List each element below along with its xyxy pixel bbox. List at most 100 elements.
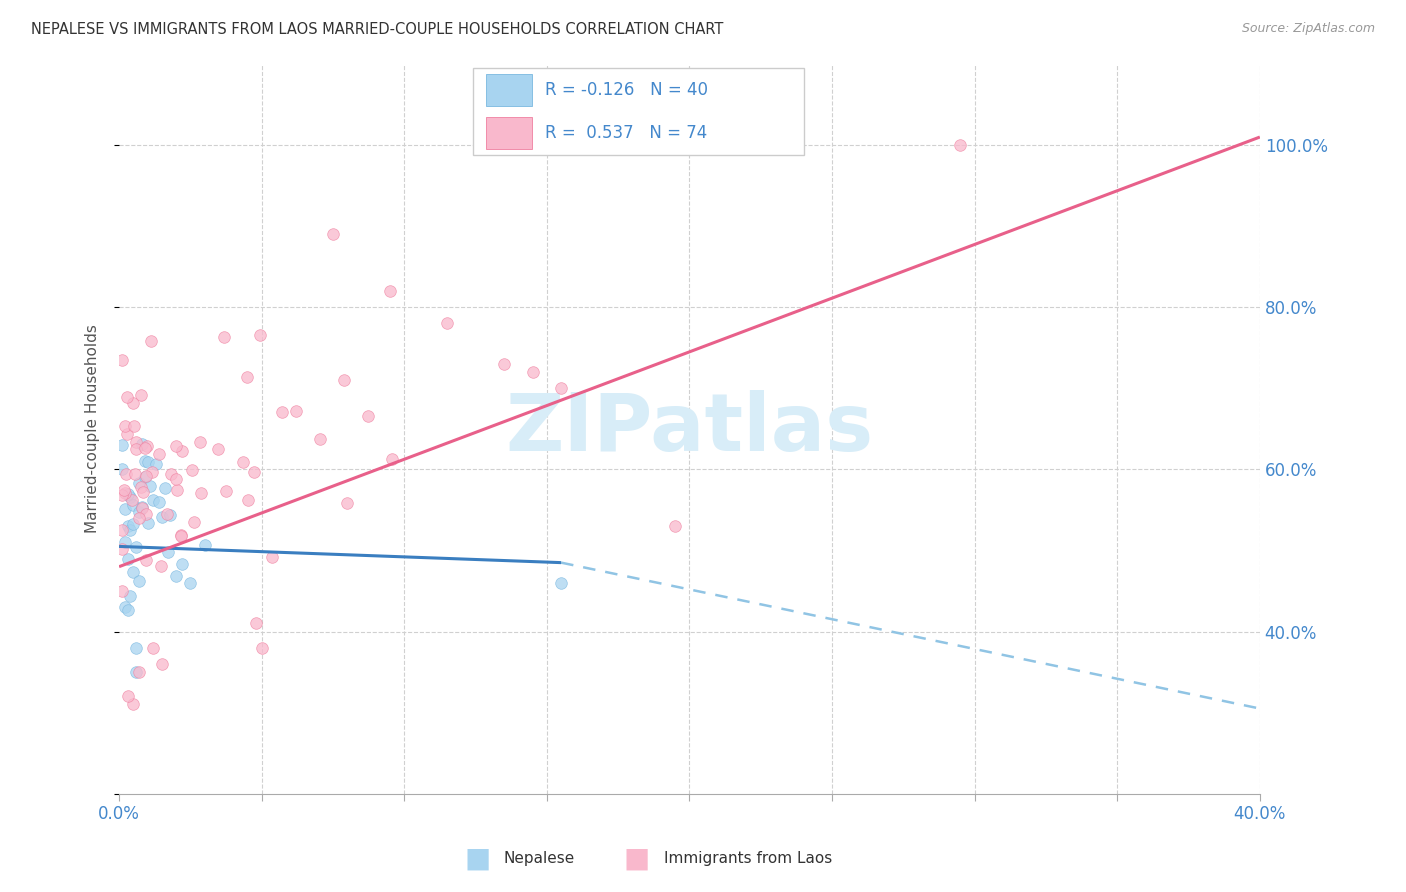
Point — [148, 495, 170, 509]
Point — [236, 492, 259, 507]
FancyBboxPatch shape — [486, 74, 531, 105]
Point — [125, 640, 148, 655]
Text: Immigrants from Laos: Immigrants from Laos — [664, 851, 832, 865]
Point — [150, 657, 173, 671]
Point — [111, 523, 134, 537]
Point — [128, 506, 150, 520]
Point — [117, 551, 139, 566]
Text: ■: ■ — [465, 844, 491, 872]
Point — [129, 388, 152, 402]
Point — [322, 227, 344, 242]
Text: NEPALESE VS IMMIGRANTS FROM LAOS MARRIED-COUPLE HOUSEHOLDS CORRELATION CHART: NEPALESE VS IMMIGRANTS FROM LAOS MARRIED… — [31, 22, 723, 37]
Point — [117, 690, 139, 704]
Point — [135, 507, 157, 521]
Point — [153, 481, 176, 495]
Point — [111, 352, 134, 367]
Point — [142, 640, 165, 655]
Point — [111, 488, 134, 502]
Text: ■: ■ — [624, 844, 650, 872]
Point — [194, 538, 217, 552]
Point — [190, 486, 212, 500]
Point — [242, 465, 264, 479]
Point — [156, 508, 179, 522]
Point — [131, 500, 153, 514]
Point — [357, 409, 380, 424]
Point — [111, 462, 134, 476]
Point — [285, 404, 308, 418]
Point — [117, 519, 139, 533]
Point — [122, 498, 145, 512]
Point — [170, 529, 193, 543]
Point — [494, 357, 516, 371]
Text: Nepalese: Nepalese — [503, 851, 575, 865]
Point — [122, 516, 145, 531]
Point — [135, 468, 157, 483]
Text: Source: ZipAtlas.com: Source: ZipAtlas.com — [1241, 22, 1375, 36]
Point — [128, 476, 150, 491]
Point — [122, 395, 145, 409]
Point — [131, 485, 153, 500]
Text: R = -0.126   N = 40: R = -0.126 N = 40 — [544, 81, 707, 99]
Point — [250, 640, 273, 655]
Point — [156, 544, 179, 558]
Point — [149, 559, 172, 574]
Point — [139, 334, 162, 348]
Point — [165, 439, 187, 453]
Point — [136, 439, 159, 453]
Point — [115, 467, 138, 481]
Point — [664, 519, 686, 533]
Y-axis label: Married-couple Households: Married-couple Households — [86, 325, 100, 533]
Point — [134, 442, 156, 456]
Text: R =  0.537   N = 74: R = 0.537 N = 74 — [544, 124, 707, 142]
Point — [142, 492, 165, 507]
Point — [166, 483, 188, 498]
Point — [180, 463, 202, 477]
Point — [150, 509, 173, 524]
Point — [212, 330, 235, 344]
Point — [120, 491, 142, 505]
Point — [381, 452, 404, 467]
Point — [125, 541, 148, 555]
Point — [128, 665, 150, 679]
Point — [124, 467, 146, 481]
Point — [183, 515, 205, 529]
Point — [271, 405, 294, 419]
Point — [165, 472, 187, 486]
Point — [550, 575, 572, 590]
Point — [111, 541, 134, 556]
Point — [120, 589, 142, 603]
Point — [114, 535, 136, 549]
Text: ZIPatlas: ZIPatlas — [505, 390, 873, 468]
Point — [131, 480, 153, 494]
Point — [122, 565, 145, 579]
Point — [117, 390, 139, 404]
Point — [550, 381, 572, 395]
Point — [125, 665, 148, 679]
Point — [231, 455, 253, 469]
Point — [170, 557, 193, 571]
Point — [135, 553, 157, 567]
Point — [159, 508, 181, 523]
Point — [165, 569, 187, 583]
Point — [114, 419, 136, 434]
Point — [122, 698, 145, 712]
FancyBboxPatch shape — [486, 118, 531, 149]
Point — [378, 284, 401, 298]
Point — [128, 574, 150, 589]
Point — [236, 369, 259, 384]
Point — [136, 455, 159, 469]
Point — [333, 373, 356, 387]
Point — [179, 576, 201, 591]
Point — [139, 479, 162, 493]
Point — [188, 435, 211, 450]
Point — [117, 486, 139, 500]
Point — [125, 434, 148, 449]
Point — [141, 465, 163, 479]
Point — [120, 523, 142, 537]
Point — [131, 501, 153, 516]
Point — [336, 496, 359, 510]
Point — [134, 453, 156, 467]
Point — [262, 549, 284, 564]
Point — [136, 516, 159, 530]
Point — [114, 599, 136, 614]
